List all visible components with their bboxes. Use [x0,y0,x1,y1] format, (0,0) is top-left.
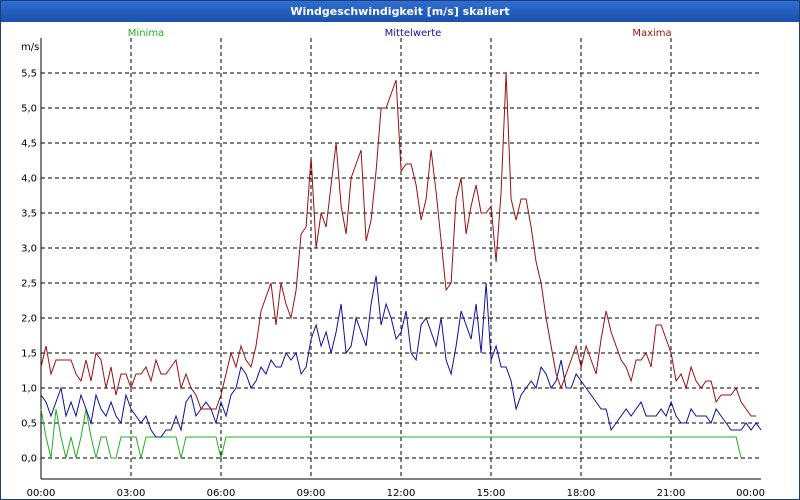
series-line-mittelwerte [40,275,762,438]
legend-maxima: Maxima [632,28,671,39]
x-tick-time: 15:00 [477,488,506,499]
series-line-maxima [40,72,757,417]
x-tick-time: 00:00 [736,488,765,499]
x-tick-time: 09:00 [297,488,326,499]
x-tick-time: 21:00 [657,488,686,499]
legend-mittelwerte: Mittelwerte [385,28,442,39]
y-tick-label: 4,0 [21,174,37,185]
x-tick-time: 00:00 [27,488,56,499]
chart-canvas: 0,0 0,5 1,0 1,5 2,0 2,5 3,0 3,5 4,0 4,5 5,0 5,5 00:0… [21,28,765,499]
axes: 0,0 0,5 1,0 1,5 2,0 2,5 3,0 3,5 4,0 4,5 5,0 5,5 00:0… [21,38,765,499]
y-tick-label: 1,5 [21,349,37,360]
y-tick-label: 3,5 [21,209,37,220]
y-tick-label: 3,0 [21,244,37,255]
x-tick-time: 12:00 [387,488,416,499]
legend-minima: Minima [128,28,164,39]
y-tick-label: 1,0 [21,384,37,395]
y-tick-label: 0,0 [21,454,37,465]
grid [41,38,761,479]
y-tick-label: 2,5 [21,279,37,290]
y-tick-label: 4,5 [21,139,37,150]
y-tick-label: 0,5 [21,419,37,430]
y-tick-label: 5,5 [21,69,37,80]
window-title: Windgeschwindigkeit [m/s] skaliert [1,1,799,22]
y-tick-label: 5,0 [21,104,37,115]
legend: Minima Mittelwerte Maxima [128,28,672,39]
x-tick-time: 03:00 [117,488,146,499]
y-tick-label: 2,0 [21,314,37,325]
x-tick-time: 06:00 [207,488,236,499]
series-layer [40,72,762,459]
y-axis-label: m/s [21,42,39,53]
x-tick-time: 18:00 [567,488,596,499]
